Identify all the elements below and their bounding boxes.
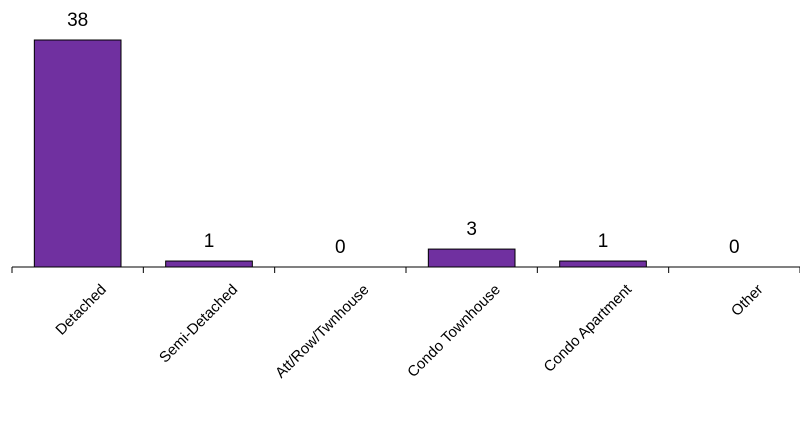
bars-group	[33, 39, 647, 268]
data-label: 1	[204, 231, 215, 252]
bar	[165, 260, 253, 268]
bar	[427, 248, 516, 268]
data-label: 38	[67, 10, 88, 31]
x-axis-tick-labels: Detached Semi-Detached Att/Row/Twnhouse Con…	[52, 281, 766, 382]
data-label: 0	[335, 237, 346, 258]
x-tick-label: Semi-Detached	[156, 281, 241, 366]
data-label: 3	[466, 219, 477, 240]
bar	[559, 260, 647, 268]
x-tick-label: Detached	[52, 281, 109, 338]
x-tick-label: Condo Townhouse	[404, 281, 504, 381]
x-axis-ticks	[11, 267, 800, 273]
bar	[33, 39, 122, 268]
x-tick-label: Other	[728, 281, 767, 320]
x-tick-label: Att/Row/Twnhouse	[272, 281, 372, 381]
data-label: 1	[598, 231, 609, 252]
x-tick-label: Condo Apartment	[541, 281, 636, 376]
data-label: 0	[729, 237, 740, 258]
data-labels-group: 38 1 0 3 1 0	[67, 10, 740, 258]
